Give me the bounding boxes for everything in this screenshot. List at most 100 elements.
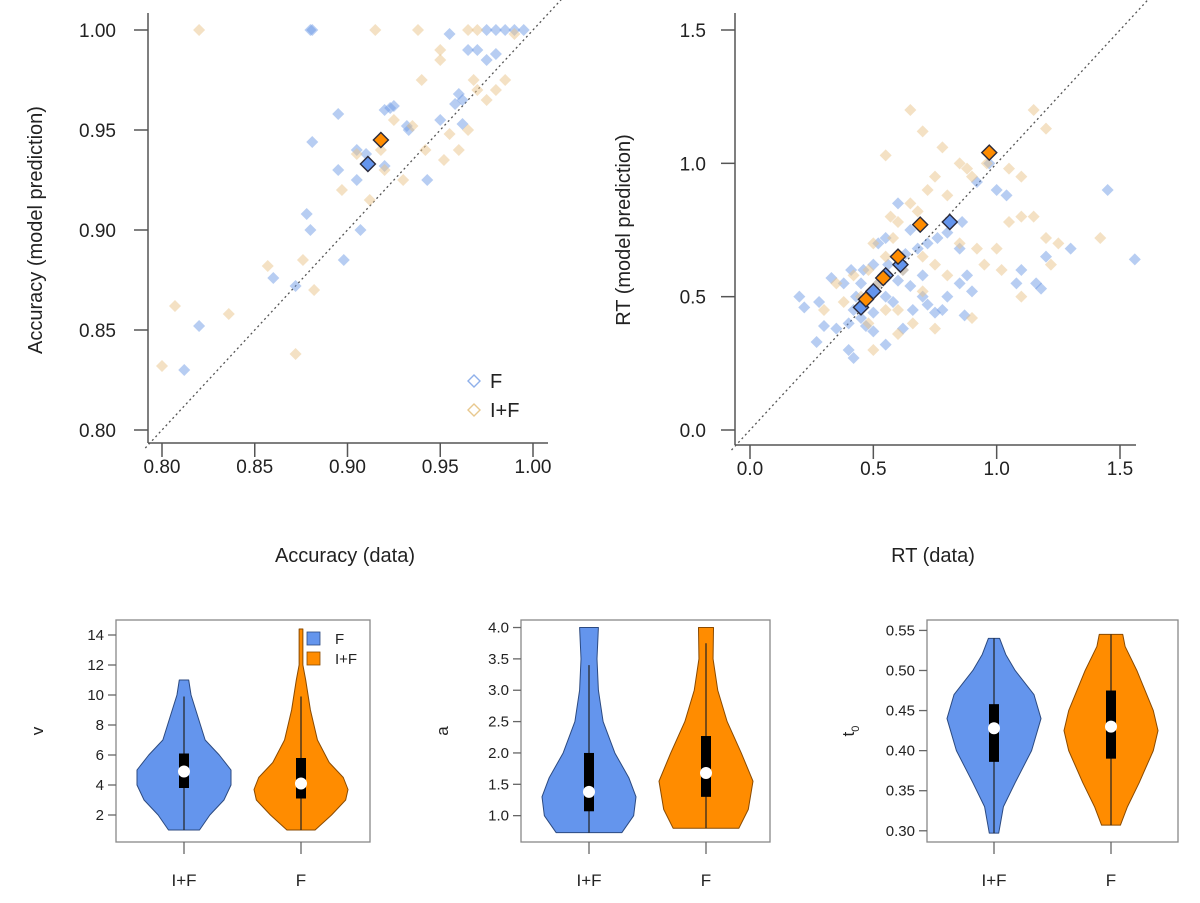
mean-point-if (911, 216, 929, 234)
data-point-if (193, 24, 206, 36)
data-point-if (916, 250, 929, 263)
data-point-f (906, 304, 919, 316)
data-point-f (855, 277, 867, 290)
mean-point-f (941, 213, 959, 231)
data-point-f (306, 24, 319, 36)
data-point-f (911, 242, 924, 255)
data-point-f (867, 325, 880, 338)
legend-marker (467, 403, 481, 417)
x-tick-label: 1.00 (515, 457, 552, 478)
data-point-if (434, 54, 447, 66)
legend-label: F (335, 631, 344, 648)
data-point-if (921, 184, 934, 196)
violin-median (178, 765, 190, 778)
data-point-if (970, 242, 983, 255)
data-point-f (489, 24, 502, 36)
identity-line (731, 0, 1149, 451)
data-point-f (892, 197, 904, 210)
data-point-f (332, 108, 345, 120)
data-point-if (916, 125, 929, 138)
data-point-f (306, 136, 319, 148)
x-tick-label: 0.95 (422, 457, 459, 478)
data-point-f (990, 184, 1003, 196)
x-tick-label: I+F (171, 871, 196, 890)
x-tick-label: I+F (576, 871, 601, 890)
x-tick-label: F (701, 871, 711, 890)
data-point-if (929, 322, 941, 335)
data-point-if (437, 154, 450, 166)
data-point-f (480, 24, 493, 36)
data-point-f (813, 296, 826, 308)
x-tick-label: F (1106, 871, 1116, 890)
x-axis-label: Accuracy (data) (275, 545, 415, 567)
y-tick-label: 4.0 (488, 620, 509, 637)
x-tick-label: 0.0 (737, 459, 763, 480)
data-point-f (300, 208, 313, 220)
y-tick-label: 14 (87, 627, 104, 644)
y-tick-label: 0.90 (79, 221, 116, 242)
scatter-panel-1: 0.80 0.85 0.90 0.95 1.00 0.80 0.85 0.90 0.95 1.00… (25, 0, 562, 567)
data-point-if (335, 184, 348, 196)
data-point-if (1015, 170, 1028, 183)
y-tick-label: 0.80 (79, 421, 116, 442)
data-point-if (879, 304, 892, 316)
data-point-f (1101, 184, 1114, 196)
data-point-if (1052, 237, 1065, 250)
y-tick-label: 2.0 (488, 745, 509, 762)
data-point-f (480, 54, 493, 66)
y-tick-label: 1.5 (680, 21, 706, 42)
x-tick-label: 0.5 (860, 459, 886, 480)
violin-median (583, 785, 595, 798)
data-point-f (966, 285, 978, 298)
data-point-if (837, 296, 850, 308)
data-point-if (387, 114, 400, 126)
data-point-if (961, 162, 974, 175)
y-tick-label: 0.55 (886, 622, 915, 639)
data-point-f (818, 320, 830, 332)
data-point-if (1040, 232, 1052, 244)
y-axis-label-main: a (433, 726, 452, 736)
data-point-if (830, 277, 843, 290)
data-point-f (921, 237, 934, 250)
y-axis-label: t0 (839, 726, 862, 737)
legend-marker (467, 374, 481, 388)
data-point-if (867, 237, 880, 250)
data-point-f (354, 224, 367, 236)
y-tick-label: 1.5 (488, 776, 509, 793)
x-axis-label: RT (data) (891, 545, 975, 567)
data-point-if (906, 317, 919, 330)
data-point-if (916, 285, 929, 298)
y-tick-label: 0.0 (680, 421, 706, 442)
y-tick-label: 1.0 (680, 154, 706, 175)
y-axis-label: v (28, 726, 47, 735)
violin-panel-3: 0.30 0.35 0.40 0.45 0.50 0.55 I+F Ft0 (839, 619, 1179, 890)
data-point-f (941, 290, 954, 303)
data-point-f (434, 114, 447, 126)
data-point-f (931, 232, 944, 244)
data-point-if (941, 189, 954, 202)
data-point-f (904, 224, 917, 236)
data-point-if (434, 44, 447, 56)
data-point-f (1064, 242, 1077, 255)
data-point-if (953, 237, 966, 250)
mean-point-if (889, 248, 907, 266)
data-point-if (1040, 122, 1052, 135)
data-point-if (462, 24, 475, 36)
mean-point-f (359, 155, 377, 173)
data-point-if (462, 124, 475, 136)
data-point-if (1015, 290, 1028, 303)
data-point-if (995, 264, 1008, 276)
y-tick-label: 0.45 (886, 703, 915, 720)
data-point-if (892, 216, 904, 228)
y-tick-label: 0.35 (886, 783, 915, 800)
y-axis-label: a (433, 726, 452, 736)
y-tick-label: 10 (87, 687, 104, 704)
data-point-if (489, 84, 502, 96)
data-point-if (406, 120, 419, 132)
legend-label: I+F (490, 400, 519, 422)
data-point-f (471, 44, 484, 56)
data-point-if (1027, 210, 1040, 223)
data-point-f (449, 98, 462, 110)
x-tick-label: 1.5 (1107, 459, 1133, 480)
data-point-if (904, 197, 917, 210)
